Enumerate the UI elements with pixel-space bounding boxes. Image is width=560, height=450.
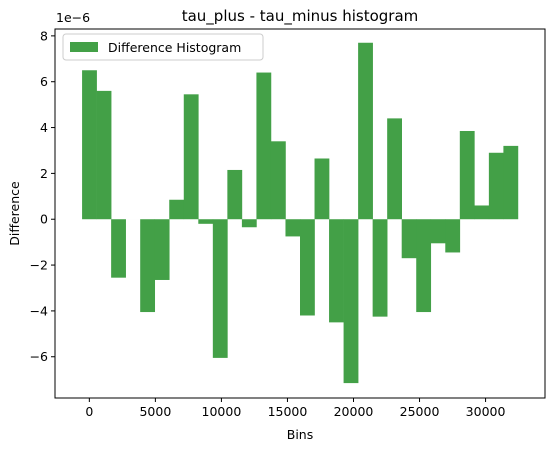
legend-box: [62, 33, 264, 61]
legend: Difference Histogram: [62, 33, 264, 61]
x-tick-label: 25000: [400, 404, 440, 419]
x-tick-label: 5000: [139, 404, 171, 419]
histogram-bar: [256, 72, 272, 220]
histogram-bar: [154, 219, 170, 280]
histogram-bar: [329, 219, 344, 323]
bars-layer: [82, 42, 519, 384]
histogram-bar: [459, 130, 475, 220]
plot-frame: [54, 28, 546, 399]
histogram-bar: [343, 219, 359, 384]
x-tick-label: 10000: [202, 404, 242, 419]
y-tick-label: 8: [40, 28, 48, 43]
histogram-bar: [111, 219, 126, 278]
legend-swatch: [70, 42, 98, 52]
x-tick-label: 20000: [334, 404, 374, 419]
x-tick-label: 0: [85, 404, 93, 419]
histogram-bar: [270, 141, 286, 220]
histogram-bar: [372, 219, 388, 317]
histogram-bar: [387, 118, 402, 220]
histogram-bar: [314, 158, 330, 220]
x-tick-label: 30000: [466, 404, 506, 419]
histogram-bar: [474, 205, 490, 220]
histogram-bar: [82, 70, 97, 220]
histogram-bar: [488, 152, 504, 220]
x-axis: 0 5000 10000 15000 20000 25000 30000: [85, 398, 505, 419]
histogram-bar: [358, 42, 373, 220]
legend-label: Difference Histogram: [108, 40, 241, 55]
y-tick-label: 6: [40, 74, 48, 89]
histogram-bar: [430, 219, 446, 244]
y-tick-label: −6: [30, 349, 48, 364]
x-axis-label: Bins: [287, 427, 313, 442]
x-tick-label: 15000: [268, 404, 308, 419]
histogram-bar: [503, 145, 519, 220]
y-tick-label: 0: [40, 212, 48, 227]
y-tick-label: 4: [40, 120, 48, 135]
y-tick-label: −2: [30, 258, 48, 273]
histogram-bar: [140, 219, 156, 313]
histogram-bar: [300, 219, 315, 316]
histogram-bar: [183, 94, 199, 220]
y-axis-scale-exponent: 1e−6: [56, 10, 90, 25]
histogram-bar: [445, 219, 461, 253]
histogram-bar: [227, 169, 243, 220]
histogram-bar: [198, 219, 214, 224]
histogram-bar: [212, 219, 228, 358]
histogram-bar: [241, 219, 257, 228]
y-tick-label: −4: [30, 303, 48, 318]
histogram-bar: [169, 199, 185, 220]
chart-title: tau_plus - tau_minus histogram: [182, 7, 419, 26]
histogram-bar: [416, 219, 432, 313]
y-axis: −6 −4 −2 0 2 4 6 8: [30, 28, 55, 364]
histogram-bar: [401, 219, 417, 259]
histogram-bar: [96, 90, 112, 220]
histogram-bar: [285, 219, 301, 237]
y-axis-label: Difference: [7, 181, 22, 246]
y-tick-label: 2: [40, 166, 48, 181]
